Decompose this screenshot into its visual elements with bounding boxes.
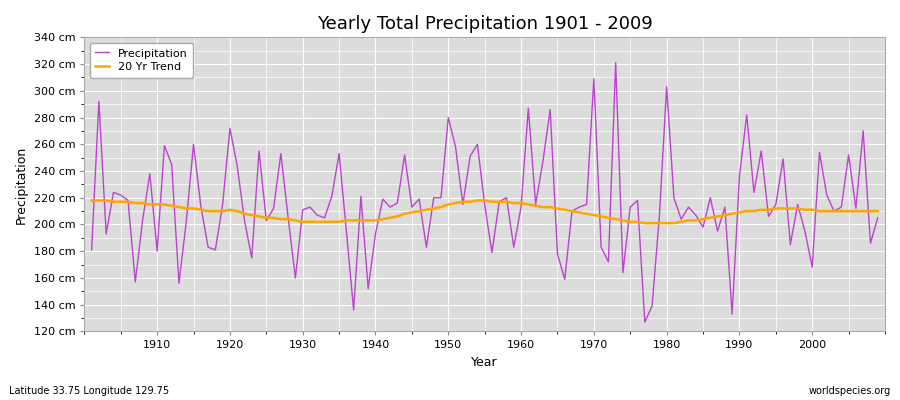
20 Yr Trend [144, 202, 155, 207]
Text: worldspecies.org: worldspecies.org [809, 386, 891, 396]
20 Yr Trend [304, 220, 315, 224]
Text: Latitude 33.75 Longitude 129.75: Latitude 33.75 Longitude 129.75 [9, 386, 169, 396]
Y-axis label: Precipitation: Precipitation [15, 145, 28, 224]
20 Yr Trend [603, 215, 614, 220]
Title: Yearly Total Precipitation 1901 - 2009: Yearly Total Precipitation 1901 - 2009 [317, 15, 652, 33]
Precipitation [610, 60, 621, 65]
Precipitation [516, 205, 526, 210]
20 Yr Trend [508, 201, 519, 206]
Line: 20 Yr Trend: 20 Yr Trend [92, 200, 878, 223]
X-axis label: Year: Year [472, 356, 498, 369]
Precipitation [348, 308, 359, 312]
Precipitation [639, 320, 650, 324]
Precipitation [144, 171, 155, 176]
Precipitation [603, 260, 614, 264]
Precipitation [508, 245, 519, 250]
Precipitation [86, 248, 97, 252]
20 Yr Trend [86, 198, 97, 203]
Precipitation [304, 205, 315, 210]
20 Yr Trend [348, 218, 359, 223]
Legend: Precipitation, 20 Yr Trend: Precipitation, 20 Yr Trend [90, 43, 193, 78]
20 Yr Trend [639, 221, 650, 226]
Precipitation [872, 215, 883, 220]
20 Yr Trend [516, 201, 526, 206]
Line: Precipitation: Precipitation [92, 63, 878, 322]
20 Yr Trend [872, 209, 883, 214]
